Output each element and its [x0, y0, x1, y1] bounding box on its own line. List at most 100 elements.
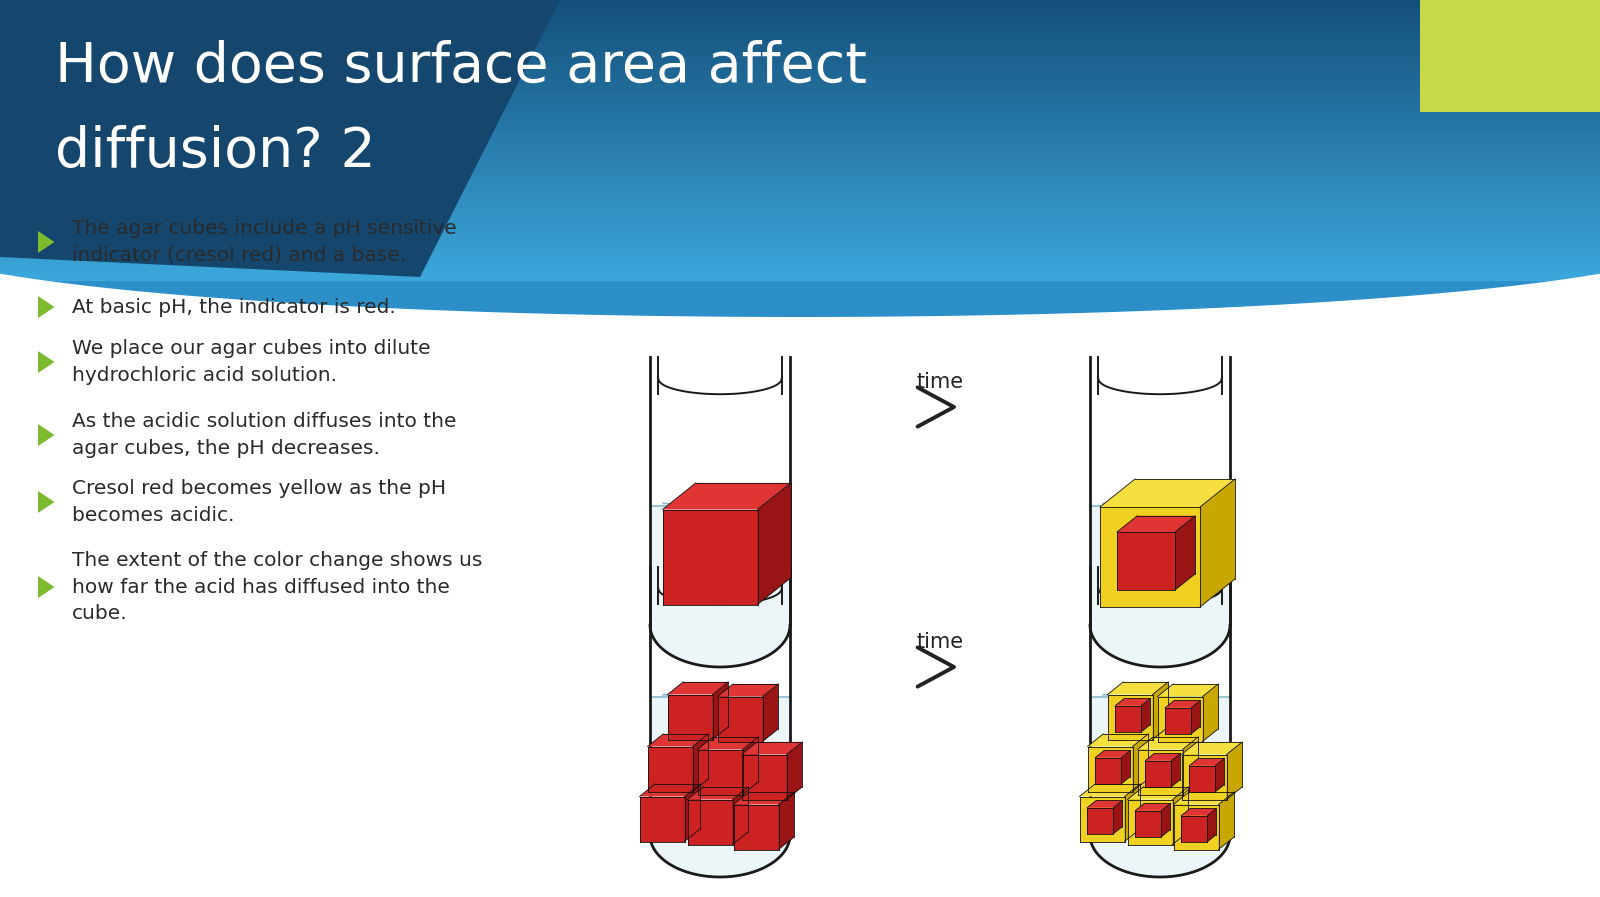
- Polygon shape: [1090, 357, 1230, 667]
- Polygon shape: [685, 784, 701, 841]
- Polygon shape: [1090, 506, 1230, 667]
- Polygon shape: [650, 567, 790, 877]
- Polygon shape: [688, 787, 749, 799]
- Polygon shape: [1173, 787, 1189, 844]
- Polygon shape: [1088, 734, 1149, 746]
- Polygon shape: [1128, 787, 1189, 799]
- Polygon shape: [1181, 742, 1242, 754]
- Polygon shape: [1086, 800, 1122, 808]
- Polygon shape: [667, 682, 728, 694]
- Polygon shape: [688, 799, 733, 844]
- Polygon shape: [1088, 746, 1133, 791]
- Polygon shape: [1125, 784, 1141, 841]
- Text: How does surface area affect: How does surface area affect: [54, 40, 867, 94]
- Polygon shape: [1117, 532, 1174, 590]
- Polygon shape: [1080, 797, 1125, 841]
- Polygon shape: [1189, 759, 1224, 766]
- Polygon shape: [1133, 734, 1149, 791]
- Polygon shape: [0, 0, 1600, 317]
- Polygon shape: [1181, 808, 1216, 815]
- Polygon shape: [1086, 808, 1114, 834]
- Polygon shape: [741, 742, 802, 754]
- Polygon shape: [733, 805, 779, 849]
- Text: As the acidic solution diffuses into the
agar cubes, the pH decreases.: As the acidic solution diffuses into the…: [72, 413, 456, 457]
- Polygon shape: [1173, 792, 1234, 805]
- Polygon shape: [757, 483, 790, 605]
- Polygon shape: [1114, 800, 1122, 834]
- Text: time: time: [917, 632, 963, 652]
- Polygon shape: [0, 0, 560, 277]
- Polygon shape: [1171, 753, 1181, 787]
- Polygon shape: [698, 750, 742, 795]
- Polygon shape: [742, 737, 758, 795]
- Polygon shape: [1138, 750, 1182, 795]
- Polygon shape: [1157, 696, 1203, 742]
- Polygon shape: [1157, 684, 1218, 696]
- Polygon shape: [1107, 694, 1152, 739]
- Polygon shape: [648, 734, 709, 746]
- Polygon shape: [0, 237, 1600, 897]
- Text: Cresol red becomes yellow as the pH
becomes acidic.: Cresol red becomes yellow as the pH beco…: [72, 479, 446, 525]
- Polygon shape: [1421, 0, 1600, 112]
- Polygon shape: [1134, 804, 1170, 811]
- Polygon shape: [650, 506, 790, 667]
- Text: We place our agar cubes into dilute
hydrochloric acid solution.: We place our agar cubes into dilute hydr…: [72, 339, 430, 385]
- Polygon shape: [1152, 682, 1168, 739]
- Polygon shape: [693, 734, 709, 791]
- Polygon shape: [1117, 516, 1195, 532]
- Polygon shape: [1192, 701, 1200, 734]
- Polygon shape: [1165, 708, 1192, 734]
- Polygon shape: [1174, 516, 1195, 590]
- Polygon shape: [1122, 751, 1130, 784]
- Polygon shape: [1162, 804, 1170, 837]
- Polygon shape: [1115, 699, 1150, 706]
- Polygon shape: [717, 696, 763, 742]
- Polygon shape: [1141, 699, 1150, 732]
- Polygon shape: [741, 754, 787, 799]
- Polygon shape: [1101, 507, 1200, 607]
- Text: The extent of the color change shows us
how far the acid has diffused into the
c: The extent of the color change shows us …: [72, 551, 482, 623]
- Polygon shape: [648, 746, 693, 791]
- Polygon shape: [1181, 754, 1227, 799]
- Polygon shape: [1080, 784, 1141, 797]
- Polygon shape: [1090, 567, 1230, 877]
- Polygon shape: [1107, 682, 1168, 694]
- Polygon shape: [650, 697, 790, 877]
- Polygon shape: [1189, 766, 1216, 792]
- Polygon shape: [733, 792, 794, 805]
- Polygon shape: [1173, 805, 1219, 849]
- Polygon shape: [1203, 684, 1218, 742]
- Polygon shape: [698, 737, 758, 750]
- Polygon shape: [1182, 737, 1198, 795]
- Polygon shape: [717, 684, 778, 696]
- Polygon shape: [1115, 706, 1141, 732]
- Polygon shape: [1134, 811, 1162, 837]
- Polygon shape: [1227, 742, 1242, 799]
- Text: diffusion? 2: diffusion? 2: [54, 125, 376, 179]
- Polygon shape: [1208, 808, 1216, 842]
- Polygon shape: [1165, 701, 1200, 708]
- Polygon shape: [1146, 753, 1181, 761]
- Polygon shape: [1094, 758, 1122, 784]
- Polygon shape: [1216, 759, 1224, 792]
- Polygon shape: [1094, 751, 1130, 758]
- Polygon shape: [763, 684, 778, 742]
- Polygon shape: [662, 483, 790, 509]
- Text: The agar cubes include a pH sensitive
indicator (cresol red) and a base.: The agar cubes include a pH sensitive in…: [72, 219, 456, 265]
- Polygon shape: [38, 424, 54, 446]
- Polygon shape: [712, 682, 728, 739]
- Polygon shape: [779, 792, 794, 849]
- Text: time: time: [917, 372, 963, 392]
- Polygon shape: [662, 509, 757, 605]
- Polygon shape: [1138, 737, 1198, 750]
- Polygon shape: [38, 491, 54, 513]
- Polygon shape: [38, 351, 54, 373]
- Polygon shape: [1146, 761, 1171, 787]
- Polygon shape: [733, 787, 749, 844]
- Polygon shape: [38, 576, 54, 598]
- Polygon shape: [38, 231, 54, 253]
- Polygon shape: [650, 357, 790, 667]
- Polygon shape: [640, 797, 685, 841]
- Polygon shape: [0, 0, 1600, 77]
- Polygon shape: [1200, 479, 1235, 607]
